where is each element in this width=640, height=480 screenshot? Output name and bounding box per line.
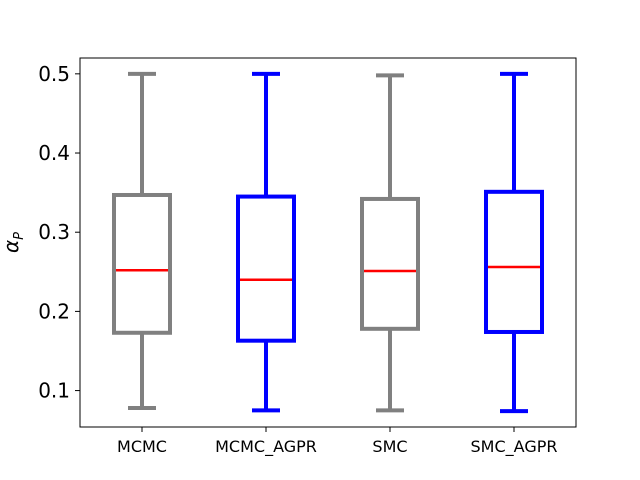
y-tick-label: 0.1 bbox=[38, 379, 70, 403]
y-axis-label: αP bbox=[0, 232, 27, 253]
x-tick-label: SMC_AGPR bbox=[471, 437, 558, 457]
y-axis-ticks: 0.1 0.2 0.3 0.4 0.5 bbox=[38, 62, 80, 403]
box-mcmc-agpr bbox=[236, 71, 296, 413]
y-tick-label: 0.2 bbox=[38, 299, 70, 323]
box-smc-agpr bbox=[484, 71, 544, 414]
y-tick-label: 0.3 bbox=[38, 220, 70, 244]
y-tick-label: 0.4 bbox=[38, 141, 70, 165]
axes-frame bbox=[79, 57, 577, 428]
x-axis-ticks: MCMC MCMC_AGPR SMC SMC_AGPR bbox=[117, 427, 557, 457]
iqr-box bbox=[484, 189, 544, 334]
x-tick-label: MCMC bbox=[117, 437, 167, 456]
x-tick-label: MCMC_AGPR bbox=[215, 437, 317, 457]
box-mcmc bbox=[112, 71, 172, 410]
box-smc bbox=[360, 73, 420, 413]
boxes-layer bbox=[112, 71, 544, 414]
iqr-box bbox=[360, 196, 420, 331]
y-axis-label-subscript: P bbox=[12, 232, 27, 240]
y-axis-label-symbol: α bbox=[0, 240, 23, 253]
iqr-box bbox=[112, 192, 172, 335]
y-tick-label: 0.5 bbox=[38, 62, 70, 86]
x-tick-label: SMC bbox=[372, 437, 407, 456]
iqr-box bbox=[236, 194, 296, 343]
